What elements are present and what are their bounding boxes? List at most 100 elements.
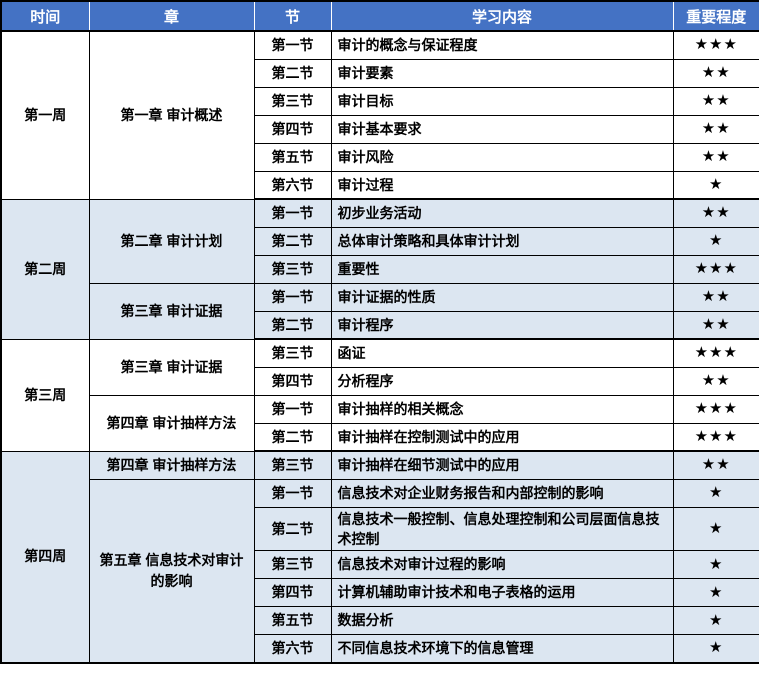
section-cell: 第二节	[253, 422, 332, 452]
time-cell: 第三周	[0, 338, 90, 452]
content-cell: 总体审计策略和具体审计计划	[330, 226, 674, 256]
table-body: 第一周 第一章 审计概述 第一节 审计的概念与保证程度 ★★★ 第二节 审计要素 ★★ 第三节审…	[0, 30, 759, 664]
importance-cell: ★	[672, 606, 759, 636]
header-section: 节	[253, 0, 332, 32]
importance-cell: ★★★	[672, 394, 759, 424]
table-header: 时间 章 节 学习内容 重要程度	[0, 0, 759, 32]
importance-cell: ★	[672, 478, 759, 508]
content-cell: 不同信息技术环境下的信息管理	[330, 634, 674, 664]
section-cell: 第三节	[253, 338, 332, 368]
importance-cell: ★★	[672, 58, 759, 88]
importance-cell: ★★	[672, 114, 759, 144]
study-plan-table: 时间 章 节 学习内容 重要程度 第一周 第一章 审计概述 第一节 审计的概念与保证程…	[0, 0, 759, 664]
content-cell: 审计基本要求	[330, 114, 674, 144]
content-cell: 审计抽样在细节测试中的应用	[330, 450, 674, 480]
importance-cell: ★★	[672, 310, 759, 340]
section-cell: 第一节	[253, 282, 332, 312]
table-row: 第五节 审计风险 ★★	[1, 142, 759, 172]
section-cell: 第三节	[253, 550, 332, 580]
content-cell: 审计程序	[330, 310, 674, 340]
time-cell: 第四周	[0, 450, 90, 664]
table-row: 第六节 不同信息技术环境下的信息管理 ★	[1, 634, 759, 664]
section-cell: 第五节	[253, 606, 332, 636]
section-cell: 第二节	[253, 310, 332, 340]
table-row: 第二节 信息技术一般控制、信息处理控制和公司层面信息技术控制 ★	[1, 506, 759, 552]
content-cell: 分析程序	[330, 366, 674, 396]
section-cell: 第一节	[253, 394, 332, 424]
importance-cell: ★	[672, 550, 759, 580]
table-row: 第二节 审计要素 ★★	[1, 58, 759, 88]
importance-cell: ★★	[672, 86, 759, 116]
content-cell: 计算机辅助审计技术和电子表格的运用	[330, 578, 674, 608]
chapter-cell: 第二章 审计计划	[88, 198, 255, 284]
table-row: 第一周 第一章 审计概述 第一节 审计的概念与保证程度 ★★★	[0, 30, 759, 200]
table-row: 第六节 审计过程 ★	[1, 170, 759, 200]
content-cell: 初步业务活动	[330, 198, 674, 228]
content-cell: 信息技术对企业财务报告和内部控制的影响	[330, 478, 674, 508]
importance-cell: ★★★	[672, 422, 759, 452]
chapter-cell: 第三章 审计证据	[88, 338, 255, 396]
table-row: 第二节 总体审计策略和具体审计计划 ★	[1, 226, 759, 256]
importance-cell: ★★	[672, 366, 759, 396]
time-cell: 第一周	[0, 30, 90, 200]
content-cell: 审计目标	[330, 86, 674, 116]
section-cell: 第三节	[253, 254, 332, 284]
table-row: 第四节 分析程序 ★★	[1, 366, 759, 396]
header-row: 时间 章 节 学习内容 重要程度	[0, 0, 759, 32]
table-row: 第二周 第二章 审计计划 第一节 初步业务活动 ★★	[0, 198, 759, 340]
section-cell: 第三节	[253, 450, 332, 480]
table-row: 第三节 重要性 ★★★	[1, 254, 759, 284]
table-row: 第二节 审计抽样在控制测试中的应用 ★★★	[1, 422, 759, 452]
section-cell: 第六节	[253, 170, 332, 200]
importance-cell: ★★★	[672, 30, 759, 60]
chapter-cell: 第四章 审计抽样方法	[88, 394, 255, 452]
content-cell: 函证	[330, 338, 674, 368]
content-cell: 审计抽样在控制测试中的应用	[330, 422, 674, 452]
importance-cell: ★★	[672, 198, 759, 228]
chapter-cell: 第四章 审计抽样方法	[88, 450, 255, 480]
table-row: 第四节 审计基本要求 ★★	[1, 114, 759, 144]
section-cell: 第二节	[253, 58, 332, 88]
section-cell: 第一节	[253, 478, 332, 508]
table-row: 第四章 审计抽样方法 第一节 审计抽样的相关概念 ★★★	[1, 394, 759, 452]
content-cell: 审计证据的性质	[330, 282, 674, 312]
importance-cell: ★	[672, 578, 759, 608]
content-cell: 重要性	[330, 254, 674, 284]
time-cell: 第二周	[0, 198, 90, 340]
content-cell: 审计过程	[330, 170, 674, 200]
chapter-cell: 第三章 审计证据	[88, 282, 255, 340]
table-row: 第二节 审计程序 ★★	[1, 310, 759, 340]
section-cell: 第二节	[253, 506, 332, 552]
importance-cell: ★	[672, 170, 759, 200]
section-cell: 第三节	[253, 86, 332, 116]
header-content: 学习内容	[330, 0, 674, 32]
importance-cell: ★	[672, 506, 759, 552]
importance-cell: ★★★	[672, 254, 759, 284]
content-cell: 数据分析	[330, 606, 674, 636]
importance-cell: ★★	[672, 450, 759, 480]
section-cell: 第二节	[253, 226, 332, 256]
header-chapter: 章	[88, 0, 255, 32]
table-row: 第三周 第三章 审计证据 第三节 函证 ★★★	[0, 338, 759, 452]
table-row: 第四节 计算机辅助审计技术和电子表格的运用 ★	[1, 578, 759, 608]
section-cell: 第一节	[253, 30, 332, 60]
section-cell: 第六节	[253, 634, 332, 664]
section-cell: 第一节	[253, 198, 332, 228]
chapter-cell: 第五章 信息技术对审计的影响	[88, 478, 255, 664]
section-cell: 第四节	[253, 114, 332, 144]
header-time: 时间	[0, 0, 90, 32]
section-cell: 第五节	[253, 142, 332, 172]
content-cell: 审计风险	[330, 142, 674, 172]
table-row: 第五章 信息技术对审计的影响 第一节 信息技术对企业财务报告和内部控制的影响 ★	[1, 478, 759, 664]
table-row: 第三节 信息技术对审计过程的影响 ★	[1, 550, 759, 580]
content-cell: 信息技术对审计过程的影响	[330, 550, 674, 580]
table-row: 第四周 第四章 审计抽样方法 第三节 审计抽样在细节测试中的应用 ★★	[0, 450, 759, 664]
content-cell: 信息技术一般控制、信息处理控制和公司层面信息技术控制	[330, 506, 674, 552]
content-cell: 审计要素	[330, 58, 674, 88]
importance-cell: ★★★	[672, 338, 759, 368]
section-cell: 第四节	[253, 366, 332, 396]
importance-cell: ★★	[672, 142, 759, 172]
importance-cell: ★	[672, 226, 759, 256]
header-importance: 重要程度	[672, 0, 759, 32]
